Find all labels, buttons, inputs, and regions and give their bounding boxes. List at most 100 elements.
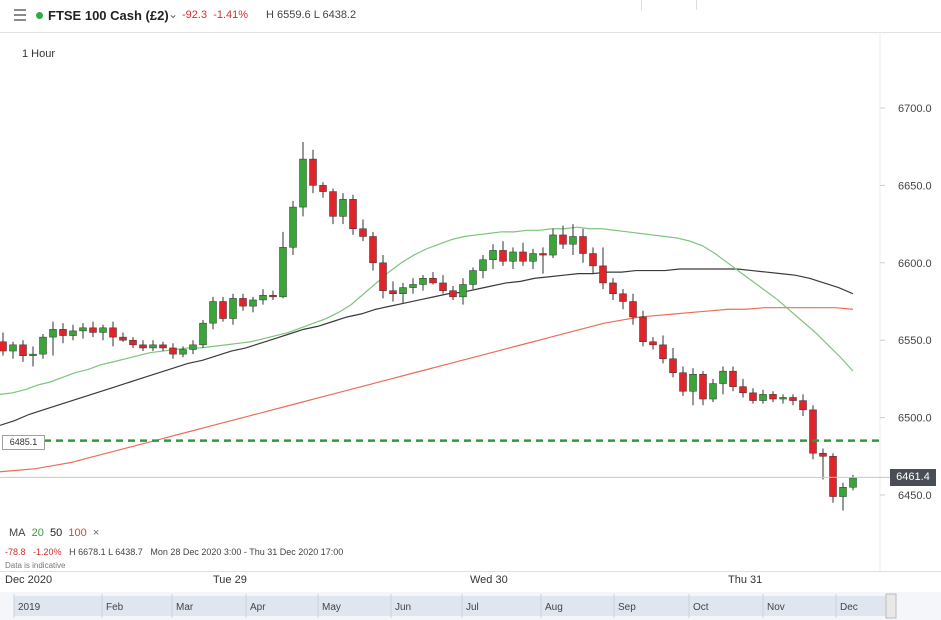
candle-up — [459, 284, 467, 298]
candle-down — [329, 191, 337, 217]
candle-down — [359, 228, 367, 237]
candle-down — [349, 199, 357, 229]
candle-down — [59, 329, 67, 336]
candle-down — [109, 327, 117, 338]
navigator-label: Apr — [250, 602, 266, 613]
candle-up — [149, 344, 157, 349]
y-tick-label: 6600.0 — [898, 258, 932, 270]
navigator-label: Mar — [176, 602, 194, 613]
candle-down — [139, 344, 147, 349]
candle-down — [89, 327, 97, 333]
close-icon[interactable]: × — [92, 527, 100, 539]
candle-up — [469, 270, 477, 285]
candle-down — [219, 301, 227, 319]
candle-up — [299, 158, 307, 208]
navigator-handle — [885, 593, 897, 619]
y-tick-label: 6550.0 — [898, 335, 932, 347]
candle-up — [759, 394, 767, 401]
header-divider — [696, 0, 697, 10]
ma50-legend: 50 — [50, 527, 63, 539]
moving-average-legend: MA 20 50 100 × — [9, 527, 100, 539]
candle-up — [49, 329, 57, 338]
candle-down — [609, 282, 617, 295]
candle-down — [799, 400, 807, 411]
candle-down — [699, 374, 707, 400]
navigator-area — [14, 596, 886, 616]
candle-up — [289, 206, 297, 248]
reference-level-label: 6485.1 — [2, 435, 45, 450]
candle-down — [559, 234, 567, 245]
candle-up — [839, 487, 847, 497]
candle-down — [739, 386, 747, 394]
candle-up — [9, 344, 17, 352]
candle-down — [379, 262, 387, 291]
y-tick-label: 6500.0 — [898, 413, 932, 425]
range-summary: -78.8 -1.20% H 6678.1 L 6438.7 Mon 28 De… — [5, 547, 344, 557]
candle-down — [519, 251, 527, 262]
header-divider — [641, 0, 642, 10]
candle-down — [619, 293, 627, 302]
candle-down — [589, 253, 597, 267]
navigator-label: Oct — [693, 602, 709, 613]
candle-down — [599, 265, 607, 284]
candle-up — [689, 374, 697, 392]
candle-up — [489, 250, 497, 260]
candle-down — [309, 158, 317, 186]
ma20-line — [0, 226, 854, 395]
candle-up — [39, 336, 47, 355]
candle-down — [629, 301, 637, 318]
candle-down — [319, 185, 327, 192]
candle-up — [549, 234, 557, 256]
candle-down — [769, 394, 777, 400]
candle-up — [189, 344, 197, 350]
candle-down — [429, 278, 437, 284]
navigator-label: Aug — [545, 602, 563, 613]
candle-down — [789, 397, 797, 401]
candle-up — [339, 199, 347, 217]
candle-up — [79, 327, 87, 332]
candle-up — [479, 259, 487, 271]
instrument-title[interactable]: FTSE 100 Cash (£2) — [48, 8, 169, 23]
navigator-label: Feb — [106, 602, 124, 613]
candle-up — [849, 477, 857, 488]
interval-label[interactable]: 1 Hour — [22, 48, 56, 60]
time-label: Thu 31 — [728, 574, 763, 586]
candle-down — [269, 295, 277, 298]
candle-down — [369, 236, 377, 264]
candle-up — [399, 287, 407, 295]
candle-down — [449, 290, 457, 298]
navigator-label: Sep — [618, 602, 636, 613]
candle-up — [199, 322, 207, 346]
candle-down — [0, 341, 7, 352]
candle-up — [229, 298, 237, 319]
candle-up — [709, 383, 717, 400]
time-label: Wed 30 — [470, 574, 508, 586]
navigator-label: Jul — [466, 602, 479, 613]
candle-up — [569, 236, 577, 245]
candle-down — [159, 344, 167, 349]
candle-down — [19, 344, 27, 356]
time-label: Dec 2020 — [5, 574, 53, 586]
candle-down — [389, 290, 397, 295]
candle-down — [169, 347, 177, 355]
navigator-label: Dec — [840, 602, 858, 613]
candle-up — [529, 253, 537, 262]
candle-down — [829, 456, 837, 497]
ma100-line — [0, 307, 854, 473]
hamburger-menu-icon[interactable] — [14, 9, 26, 21]
navigator-bar[interactable]: 2019 Feb Mar Apr May Jun Jul Aug Sep Oct Nov Dec — [0, 592, 941, 620]
candle-up — [29, 353, 37, 356]
candle-up — [99, 327, 107, 333]
candle-down — [539, 253, 547, 256]
candle-up — [69, 330, 77, 336]
candle-down — [439, 282, 447, 291]
candle-down — [649, 341, 657, 346]
high-low-readout: H 6559.6 L 6438.2 — [266, 9, 357, 21]
price-change: -92.3 -1.41% — [182, 9, 249, 21]
price-chart[interactable]: 6700.0 6650.0 6600.0 6550.0 6500.0 6450.0 — [0, 32, 941, 571]
candle-up — [509, 251, 517, 262]
chevron-down-icon[interactable]: ⌄ — [168, 7, 179, 21]
candle-down — [749, 392, 757, 401]
candle-down — [819, 452, 827, 457]
candle-up — [409, 284, 417, 288]
